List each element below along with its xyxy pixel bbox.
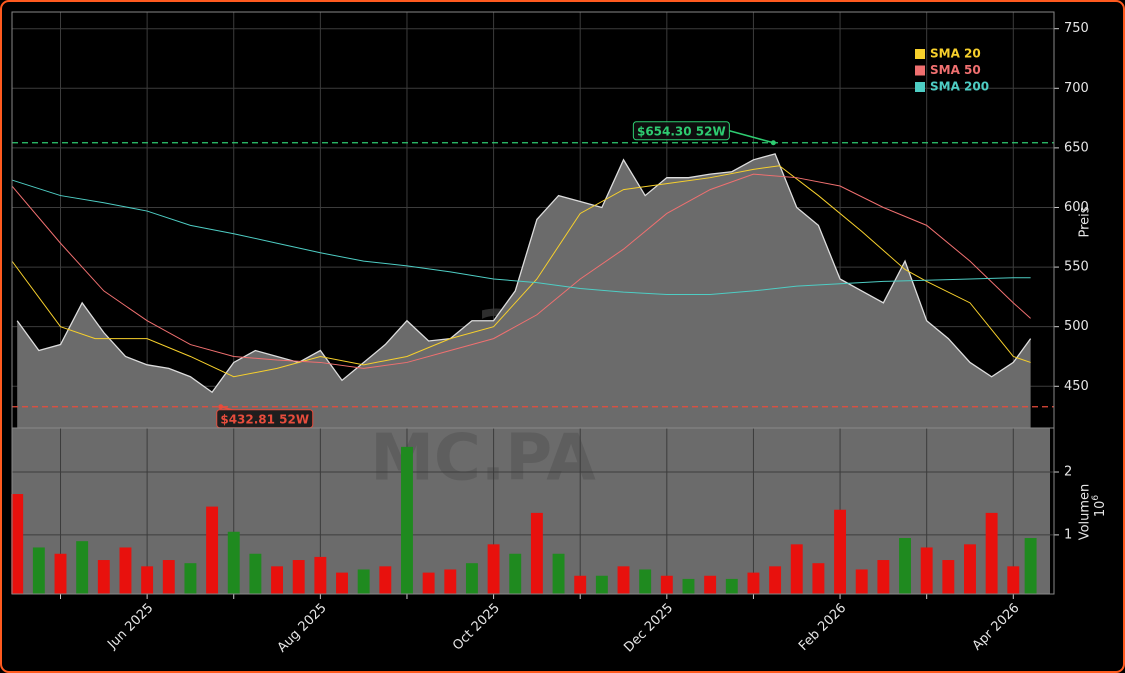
volume-bar	[552, 553, 565, 594]
volume-bar	[877, 560, 890, 594]
volume-bar	[899, 538, 911, 594]
volume-bar	[141, 566, 154, 594]
exponent-power: 6	[1091, 495, 1101, 501]
y-axis-label: Preis	[1078, 206, 1093, 237]
legend-swatch	[915, 49, 925, 59]
sma-line	[11, 179, 1031, 295]
volume-bar	[1024, 538, 1037, 594]
volume-bar	[119, 547, 132, 594]
volume-bar	[76, 541, 89, 594]
volume-bar	[920, 547, 933, 594]
volume-bar	[725, 578, 738, 594]
annotation-arrow-head	[218, 404, 224, 410]
volume-bar	[314, 556, 327, 594]
volume-bar	[964, 544, 976, 594]
volume-bar	[465, 563, 478, 594]
annotation-box	[632, 121, 730, 141]
volume-bar	[942, 560, 955, 594]
volume-bar	[249, 553, 262, 594]
volume-bar	[336, 572, 348, 594]
sma-line	[11, 165, 1031, 378]
volume-bar	[487, 544, 500, 594]
volume-bar	[530, 512, 543, 594]
y-tick-label: 450	[1064, 379, 1089, 394]
volume-bar	[184, 563, 197, 594]
volume-bar	[595, 575, 608, 594]
volume-bar	[292, 560, 305, 594]
y-tick-label: 1	[1064, 527, 1072, 542]
volume-bar	[574, 575, 587, 594]
y-tick-label: 2	[1064, 465, 1072, 480]
volume-bar	[271, 566, 284, 594]
legend-label: SMA 200	[930, 80, 989, 94]
volume-bar	[682, 578, 695, 594]
legend-swatch	[915, 65, 925, 76]
y-tick-label: 700	[1064, 81, 1089, 96]
volume-bar	[401, 446, 413, 594]
volume-bar	[509, 553, 522, 594]
annotation-label: $654.30 52W	[637, 124, 726, 138]
volume-bar	[790, 544, 803, 594]
y-axis-label: Volumen	[1078, 484, 1093, 541]
volume-bar	[855, 569, 868, 594]
legend-label: SMA 50	[930, 63, 981, 77]
annotation-arrow-head	[770, 140, 776, 146]
y-tick-label: 550	[1064, 260, 1089, 275]
volume-bar	[1007, 566, 1020, 594]
y-tick-label: 750	[1064, 21, 1089, 36]
price-line	[16, 153, 1032, 394]
volume-bar	[639, 569, 652, 594]
volume-bar	[357, 569, 370, 594]
panel-border	[11, 427, 1055, 595]
legend-label: SMA 20	[930, 47, 981, 61]
y-tick-label: 500	[1064, 319, 1089, 334]
volume-bar	[422, 572, 435, 594]
y-tick-label: 600	[1064, 200, 1089, 215]
volume-bar	[32, 547, 45, 594]
volume-bar	[444, 569, 457, 594]
volume-bar	[54, 553, 67, 594]
volume-bar	[985, 512, 998, 594]
volume-bar	[704, 575, 717, 594]
volume-bar	[769, 566, 782, 594]
volume-bar	[379, 566, 392, 594]
volume-bar	[812, 563, 825, 594]
volume-bar	[97, 560, 110, 594]
legend-swatch	[915, 82, 925, 92]
sma-line	[11, 173, 1031, 369]
volume-bar	[747, 572, 760, 594]
exponent-base: 10	[1093, 501, 1108, 518]
volume-bar	[617, 566, 630, 594]
axis-exponent: 106	[1091, 495, 1108, 518]
annotation-arrow	[729, 130, 774, 144]
volume-bar	[162, 560, 175, 594]
y-tick-label: 650	[1064, 140, 1089, 155]
volume-bar	[660, 575, 673, 594]
volume-bar	[206, 506, 219, 594]
annotation-label: $432.81 52W	[220, 412, 309, 426]
volume-bar	[227, 531, 240, 594]
volume-bar	[11, 494, 24, 594]
volume-bar	[834, 509, 847, 594]
